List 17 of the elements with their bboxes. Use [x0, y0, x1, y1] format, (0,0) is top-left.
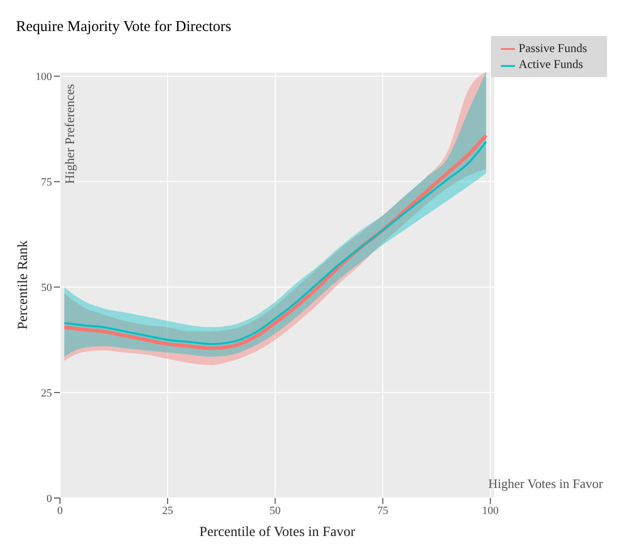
x-tick-label: 25: [162, 504, 174, 517]
annotation: Higher Preferences: [62, 84, 78, 184]
x-tick-label: 75: [377, 504, 389, 517]
x-tick-label: 0: [57, 504, 64, 517]
x-tick-label: 50: [270, 504, 282, 517]
x-axis-title: Percentile of Votes in Favor: [199, 525, 356, 540]
chart-title: Require Majority Vote for Directors: [16, 19, 232, 36]
y-tick-label: 0: [46, 492, 52, 505]
legend-label: Active Funds: [518, 57, 583, 72]
y-tick-label: 100: [36, 71, 52, 84]
y-tick-label: 25: [41, 387, 52, 400]
y-axis-title: Percentile Rank: [16, 240, 31, 330]
y-tick-label: 50: [41, 282, 52, 294]
y-tick-label: 75: [41, 176, 52, 189]
annotation: Higher Votes in Favor: [488, 476, 603, 492]
x-tick-label: 100: [482, 504, 500, 517]
legend-label: Passive Funds: [518, 41, 587, 55]
